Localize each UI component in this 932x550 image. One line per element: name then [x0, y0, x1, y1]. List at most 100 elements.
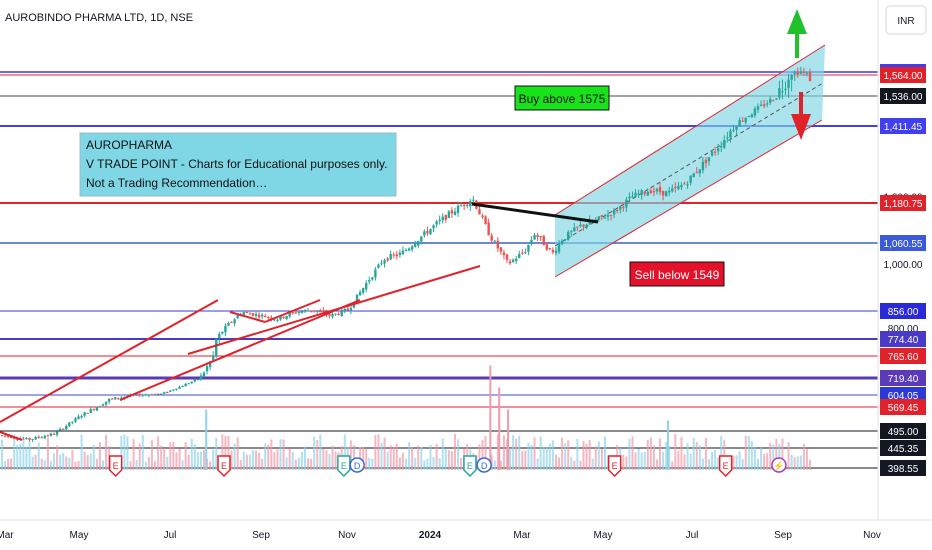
event-marker-⚡[interactable]: ⚡ [771, 457, 787, 473]
event-marker-D[interactable]: D [349, 457, 365, 473]
event-marker-label: E [113, 461, 119, 471]
candle [658, 182, 662, 196]
candle [554, 247, 558, 256]
candle [429, 228, 432, 235]
candle [478, 206, 481, 215]
trendline-early[interactable] [0, 431, 23, 441]
volume-bar [652, 445, 655, 470]
volume-bar [509, 448, 512, 470]
candle [383, 258, 386, 268]
volume-bar [796, 456, 799, 470]
volume-bar [383, 437, 386, 470]
volume-bar [310, 458, 313, 470]
event-marker-E[interactable]: E [217, 455, 231, 478]
candle [597, 215, 601, 222]
volume-bar [98, 441, 101, 470]
event-marker-E[interactable]: E [337, 455, 351, 478]
volume-bar [781, 438, 784, 470]
time-tick-0: Mar [0, 530, 14, 541]
trendline-upper-left[interactable] [0, 299, 219, 423]
volume-bar [542, 446, 545, 470]
volume-bar [756, 458, 759, 470]
volume-bar [680, 437, 683, 470]
event-marker-E[interactable]: E [108, 455, 123, 478]
candle [790, 73, 793, 92]
price-tag-10: 774.40 [880, 331, 926, 347]
volume-bar [25, 446, 28, 470]
candle [303, 309, 307, 314]
volume-bar [793, 457, 796, 470]
candle [563, 238, 567, 242]
candle [276, 318, 279, 323]
volume-bar [209, 461, 212, 470]
trendline-black-resistance[interactable] [471, 202, 599, 224]
volume-bar [775, 438, 778, 470]
event-markers[interactable]: E E E D E D E E ⚡ [108, 455, 787, 478]
candle [744, 117, 747, 125]
candle [674, 182, 677, 193]
buy-label-text: Buy above 1575 [519, 92, 606, 106]
volume-bar [558, 457, 561, 470]
currency-button[interactable]: INR [885, 5, 927, 35]
volume-bar [22, 436, 25, 470]
volume-bar [763, 453, 766, 470]
time-tick-2: Jul [164, 530, 177, 541]
price-tag-bg [880, 331, 926, 347]
event-marker-E[interactable]: E [607, 455, 622, 478]
candle [89, 407, 92, 414]
volume-spike-3 [666, 420, 669, 470]
volume-bar [591, 458, 594, 470]
candle [536, 232, 539, 242]
volume-bar [478, 444, 481, 470]
volume-bar [377, 434, 380, 470]
volume-bar [126, 436, 129, 470]
candle [649, 186, 653, 195]
buy-label[interactable]: Buy above 1575 [514, 85, 610, 111]
candle [707, 157, 711, 166]
event-marker-E[interactable]: E [718, 455, 733, 478]
price-tag-label: 774.40 [888, 335, 919, 346]
candle [410, 244, 414, 252]
price-tag-bg [880, 118, 926, 134]
channel-lower-line[interactable] [554, 119, 823, 278]
candle [466, 203, 469, 209]
candle [184, 382, 187, 387]
candle [576, 226, 579, 231]
price-tag-bg [880, 67, 926, 83]
candle [28, 437, 31, 442]
trendline-lower-left[interactable] [119, 299, 361, 401]
candle [392, 252, 395, 259]
candle [147, 393, 151, 398]
channel-upper-line[interactable] [554, 44, 826, 216]
candle [545, 242, 548, 252]
volume-bar [386, 451, 389, 470]
volume-bar [285, 457, 288, 470]
candle [46, 434, 50, 437]
candle [334, 313, 337, 316]
volume-bar [561, 437, 564, 470]
trendline-small-a[interactable] [229, 311, 266, 323]
volume-bar [401, 452, 404, 470]
event-marker-E[interactable]: E [463, 455, 477, 478]
candle [343, 308, 346, 314]
candle [444, 214, 447, 223]
event-marker-D[interactable]: D [476, 457, 492, 473]
candle [224, 323, 227, 337]
info-box[interactable]: AUROPHARMA V TRADE POINT - Charts for Ed… [79, 132, 397, 197]
ascending-channel-fill[interactable] [555, 45, 825, 277]
volume-bar [747, 436, 750, 470]
info-line-1: AUROPHARMA [86, 138, 172, 152]
trendline-rising-support[interactable] [187, 265, 481, 355]
sell-label[interactable]: Sell below 1549 [629, 261, 725, 287]
price-tag-15: 495.00 [880, 423, 926, 439]
up-arrow-icon [787, 9, 807, 58]
price-tag-label: 856.00 [888, 307, 919, 318]
candle [625, 196, 628, 213]
candle [450, 207, 454, 218]
time-tick-8: Jul [686, 530, 699, 541]
candle [31, 438, 34, 442]
volume-bar [190, 438, 193, 470]
volume-bar [291, 451, 294, 470]
trendline-small-b[interactable] [264, 299, 321, 323]
